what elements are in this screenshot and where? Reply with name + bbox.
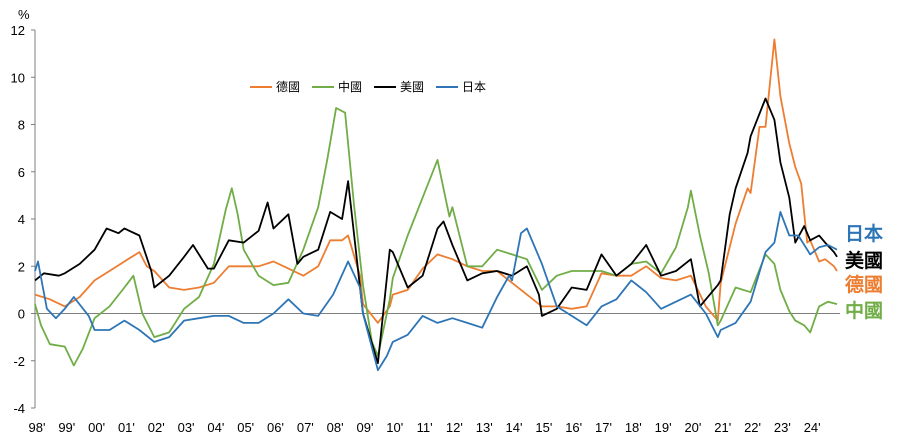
legend-label: 德國 — [276, 79, 300, 94]
series-line-日本 — [34, 211, 838, 372]
y-tick-label: 4 — [18, 212, 25, 227]
x-tick-label: 24' — [804, 420, 821, 435]
x-tick-label: 03' — [178, 420, 195, 435]
legend: 德國 中國 美國 日本 — [250, 79, 486, 94]
x-tick-label: 05' — [237, 420, 254, 435]
y-tick-label: 0 — [18, 307, 25, 322]
x-tick-label: 16' — [565, 420, 582, 435]
x-tick-label: 14' — [506, 420, 523, 435]
x-tick-label: 00' — [88, 420, 105, 435]
x-tick-label: 23' — [774, 420, 791, 435]
y-tick-label: 8 — [18, 118, 25, 133]
x-tick-label: 10' — [386, 420, 403, 435]
x-tick-label: 20' — [684, 420, 701, 435]
end-label: 美國 — [845, 249, 883, 272]
series-group — [34, 38, 838, 372]
x-tick-label: 18' — [625, 420, 642, 435]
y-tick-label: 12 — [11, 23, 25, 38]
x-tick-label: 02' — [148, 420, 165, 435]
y-tick-label: -2 — [13, 354, 25, 369]
series-line-美國 — [34, 97, 838, 364]
x-tick-label: 09' — [356, 420, 373, 435]
x-tick-label: 11' — [417, 420, 433, 435]
x-tick-label: 12' — [446, 420, 463, 435]
end-label: 中國 — [845, 299, 883, 322]
end-label: 德國 — [845, 273, 883, 296]
series-line-中國 — [34, 107, 838, 367]
x-tick-label: 04' — [207, 420, 224, 435]
x-tick-label: 15' — [535, 420, 552, 435]
x-axis-ticks: 98' 99' 00' 01' 02' 03' 04' 05' 06' 07' 08' 09' 10' 1… — [29, 420, 821, 435]
series-line-德國 — [34, 38, 838, 324]
y-axis-unit-label: % — [18, 7, 30, 22]
x-tick-label: 17' — [595, 420, 612, 435]
legend-label: 美國 — [400, 80, 424, 94]
x-tick-label: 13' — [476, 420, 493, 435]
x-tick-label: 99' — [58, 420, 75, 435]
y-tick-label: 6 — [18, 165, 25, 180]
x-tick-label: 08' — [327, 420, 344, 435]
x-tick-label: 21' — [714, 420, 731, 435]
end-label: 日本 — [845, 222, 883, 245]
y-axis-ticks: -4 -2 0 2 4 6 8 10 12 — [11, 23, 35, 416]
x-tick-label: 22' — [744, 420, 761, 435]
x-tick-label: 07' — [297, 420, 314, 435]
y-tick-label: 10 — [11, 70, 25, 85]
legend-label: 日本 — [462, 80, 486, 94]
y-tick-label: 2 — [18, 259, 25, 274]
x-tick-label: 06' — [267, 420, 284, 435]
x-tick-label: 98' — [29, 420, 46, 435]
x-tick-label: 01' — [118, 420, 135, 435]
legend-label: 中國 — [338, 79, 362, 94]
x-tick-label: 19' — [655, 420, 672, 435]
y-tick-label: -4 — [13, 401, 25, 416]
